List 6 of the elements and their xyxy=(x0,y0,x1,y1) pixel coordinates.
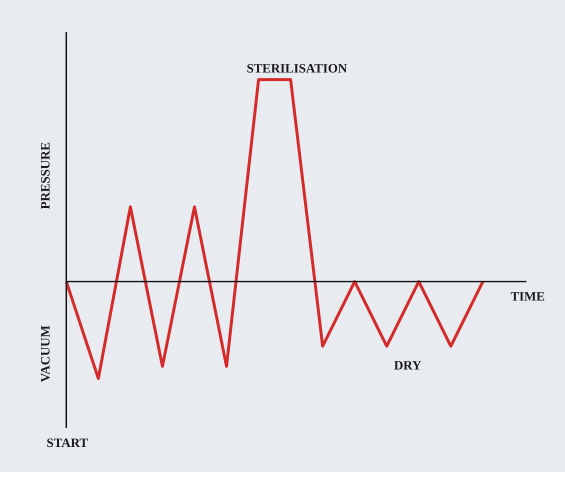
text: START xyxy=(46,436,88,450)
annotation: DRY xyxy=(394,358,422,373)
text: STERILISATION xyxy=(246,62,348,76)
y-axis-title: PRESSURE xyxy=(38,142,52,210)
text: VACUUM xyxy=(38,325,52,382)
x-axis-title: TIME xyxy=(510,289,545,304)
